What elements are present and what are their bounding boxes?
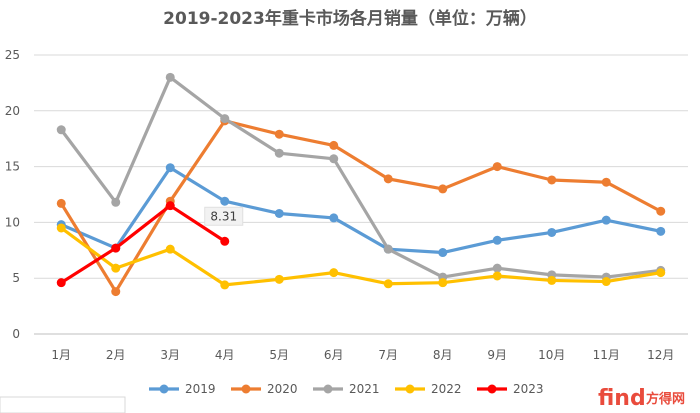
data-point — [547, 227, 557, 237]
y-tick-label: 25 — [5, 48, 20, 62]
series-lines — [56, 72, 666, 297]
series-line-2019 — [59, 166, 663, 255]
data-point — [383, 174, 393, 184]
series-2023 — [56, 201, 230, 288]
data-point — [220, 280, 230, 290]
series-2019 — [56, 163, 666, 258]
data-point — [274, 148, 284, 158]
data-point — [165, 244, 175, 254]
data-point — [383, 279, 393, 289]
legend-item-2019: 2019 — [149, 382, 216, 396]
data-point — [547, 175, 557, 185]
watermark-brand: find — [598, 386, 646, 411]
y-tick-label: 0 — [12, 327, 20, 341]
legend-item-2020: 2020 — [231, 382, 298, 396]
series-line-2022 — [59, 226, 663, 287]
data-point — [438, 248, 448, 258]
data-point — [492, 162, 502, 172]
legend-swatch-marker — [487, 384, 497, 394]
y-axis-ticks: 0 5 10 15 20 25 — [5, 48, 20, 341]
data-point — [56, 198, 66, 208]
data-point — [492, 235, 502, 245]
legend-label: 2019 — [185, 382, 216, 396]
series-line-2023 — [59, 204, 227, 285]
data-point — [438, 184, 448, 194]
legend-swatch-marker — [405, 384, 415, 394]
legend-item-2021: 2021 — [313, 382, 380, 396]
y-tick-label: 20 — [5, 104, 20, 118]
data-point — [165, 163, 175, 173]
legend-label: 2021 — [349, 382, 380, 396]
x-tick-label: 2月 — [106, 348, 126, 362]
legend-item-2023: 2023 — [477, 382, 544, 396]
legend-swatch-marker — [159, 384, 169, 394]
data-point — [601, 177, 611, 187]
data-point — [220, 236, 230, 246]
data-point — [111, 197, 121, 207]
data-callout: 8.31 — [204, 206, 244, 226]
x-tick-label: 5月 — [269, 348, 289, 362]
watermark: find 方得网 — [0, 386, 685, 413]
gridlines — [34, 54, 688, 335]
data-point — [274, 129, 284, 139]
series-2022 — [56, 223, 666, 290]
legend-label: 2020 — [267, 382, 298, 396]
data-point — [438, 278, 448, 288]
data-point — [111, 263, 121, 273]
x-tick-label: 10月 — [538, 348, 565, 362]
x-tick-label: 9月 — [487, 348, 507, 362]
data-point — [56, 223, 66, 233]
data-point — [274, 274, 284, 284]
x-tick-label: 8月 — [433, 348, 453, 362]
x-tick-label: 4月 — [215, 348, 235, 362]
legend-label: 2023 — [513, 382, 544, 396]
x-tick-label: 12月 — [647, 348, 674, 362]
legend: 2019 2020 2021 2022 2023 — [149, 382, 544, 396]
data-point — [56, 125, 66, 135]
legend-swatch-marker — [241, 384, 251, 394]
legend-item-2022: 2022 — [395, 382, 462, 396]
corner-box — [0, 396, 126, 413]
data-point — [111, 243, 121, 253]
data-point — [165, 72, 175, 82]
series-line-2021 — [59, 75, 663, 279]
x-tick-label: 3月 — [160, 348, 180, 362]
data-point — [329, 268, 339, 278]
data-point — [329, 213, 339, 223]
data-point — [274, 208, 284, 218]
data-point — [601, 215, 611, 225]
data-point — [329, 154, 339, 164]
data-point — [601, 277, 611, 287]
data-point — [492, 271, 502, 281]
data-point — [220, 196, 230, 206]
y-tick-label: 10 — [5, 215, 20, 229]
y-tick-label: 15 — [5, 160, 20, 174]
data-point — [111, 287, 121, 297]
data-point — [656, 226, 666, 236]
data-point — [656, 268, 666, 278]
x-tick-label: 11月 — [593, 348, 620, 362]
x-tick-label: 1月 — [51, 348, 71, 362]
series-2021 — [56, 72, 666, 282]
watermark-suffix: 方得网 — [646, 391, 685, 407]
callout-box — [204, 206, 244, 226]
data-point — [220, 114, 230, 124]
legend-swatch-marker — [323, 384, 333, 394]
data-point — [492, 263, 502, 273]
data-point — [547, 275, 557, 285]
data-point — [656, 206, 666, 216]
x-axis-ticks: 1月 2月 3月 4月 5月 6月 7月 8月 9月 10月 11月 12月 — [51, 348, 674, 362]
legend-label: 2022 — [431, 382, 462, 396]
x-tick-label: 6月 — [324, 348, 344, 362]
data-point — [56, 278, 66, 288]
series-line-2020 — [59, 119, 663, 294]
data-point — [383, 244, 393, 254]
data-point — [329, 140, 339, 150]
callout-label: 8.31 — [210, 209, 237, 223]
data-point — [165, 201, 175, 211]
chart-title: 2019-2023年重卡市场各月销量（单位：万辆） — [163, 8, 537, 29]
y-tick-label: 5 — [12, 271, 20, 285]
x-tick-label: 7月 — [378, 348, 398, 362]
